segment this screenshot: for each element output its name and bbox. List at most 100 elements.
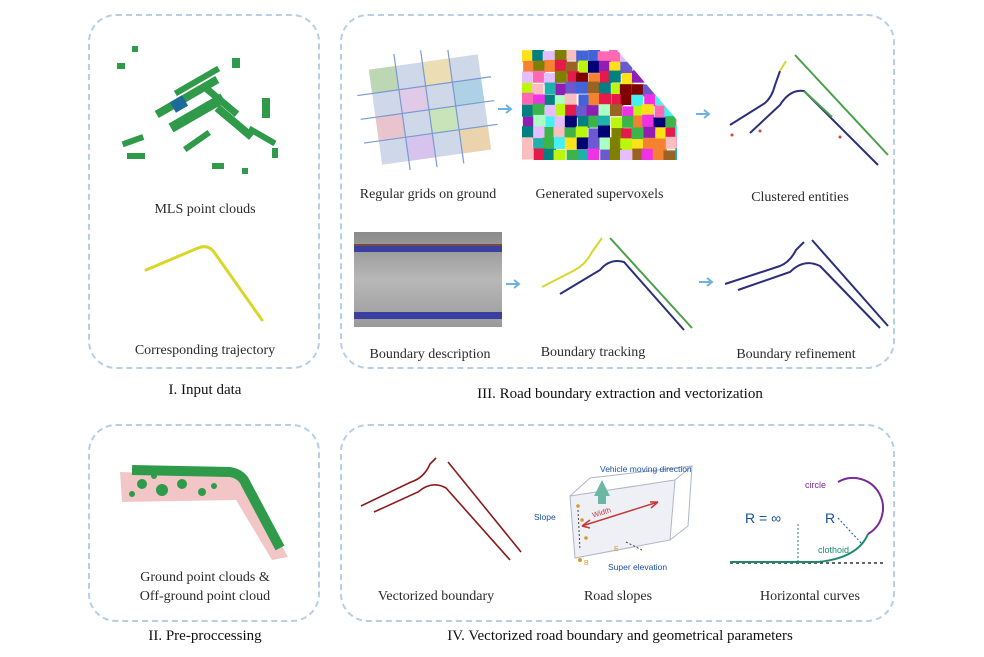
supervoxel-cell: [631, 139, 644, 152]
supervoxel-cell: [598, 60, 611, 73]
supervoxel-cell: [674, 51, 677, 64]
supervoxel-cell: [608, 50, 621, 62]
supervoxel-cell: [598, 104, 611, 117]
supervoxel-cell: [587, 138, 600, 151]
supervoxel-cell: [532, 50, 545, 62]
supervoxel-cell: [610, 117, 623, 130]
supervoxel-cell: [554, 70, 567, 83]
supervoxel-cell: [542, 137, 555, 150]
supervoxel-cell: [522, 82, 533, 95]
supervoxel-cell: [554, 50, 567, 62]
supervoxel-cell: [545, 116, 558, 129]
supervoxel-cell: [522, 116, 535, 129]
supervoxel-cell: [621, 73, 634, 86]
input-data-title: I. Input data: [168, 382, 242, 398]
supervoxel-cell: [609, 148, 622, 160]
supervoxel-cell: [644, 50, 657, 62]
supervoxel-cell: [599, 137, 612, 150]
clustered-entities-figure: [729, 54, 889, 166]
supervoxel-cell: [544, 104, 557, 117]
supervoxel-cell: [543, 148, 556, 160]
supervoxel-cell: [608, 70, 621, 83]
super-elevation-label: Super elevation: [608, 562, 668, 572]
supervoxel-cell: [664, 104, 677, 117]
vectorized-parameters-panel: [340, 424, 895, 622]
supervoxels-caption: Generated supervoxels: [535, 187, 664, 202]
regular-grids-caption: Regular grids on ground: [359, 187, 497, 202]
supervoxel-cell: [631, 84, 644, 97]
supervoxel-cell: [620, 93, 633, 106]
supervoxel-cell: [544, 59, 557, 72]
supervoxel-cell: [554, 59, 567, 72]
supervoxel-cell: [674, 92, 677, 105]
supervoxel-cell: [577, 116, 590, 129]
trajectory-caption: Corresponding trajectory: [134, 343, 276, 358]
r-label: R: [825, 510, 836, 526]
supervoxel-cell: [655, 127, 668, 140]
pre-processing-panel: [88, 424, 320, 622]
supervoxel-cell: [575, 72, 588, 85]
supervoxel-cell: [632, 148, 645, 160]
supervoxel-cell: [575, 105, 588, 118]
ground-point-clouds-figure: [120, 465, 288, 560]
supervoxel-cell: [632, 50, 645, 62]
supervoxel-cell: [622, 115, 635, 128]
supervoxel-cell: [598, 82, 611, 95]
vectorized-boundary-figure: [360, 457, 522, 561]
supervoxel-cell: [522, 71, 533, 84]
supervoxel-cell: [653, 82, 666, 95]
supervoxel-cell: [553, 149, 566, 160]
supervoxel-cell: [642, 114, 655, 127]
supervoxel-cell: [665, 50, 677, 62]
supervoxel-cell: [587, 60, 600, 73]
ground-caption-line2: Off-ground point cloud: [139, 589, 271, 604]
supervoxel-cell: [575, 81, 588, 94]
supervoxel-cell: [665, 84, 677, 97]
supervoxel-cell: [587, 81, 600, 94]
supervoxels-figure: [522, 50, 677, 160]
point-b-label: B: [584, 560, 589, 567]
supervoxel-cell: [653, 117, 666, 130]
supervoxel-cell: [522, 147, 534, 160]
supervoxel-cell: [664, 60, 677, 73]
supervoxel-cell: [631, 94, 644, 107]
supervoxel-cell: [663, 150, 676, 160]
supervoxel-cell: [543, 73, 556, 86]
arrow-icon-1: [498, 104, 513, 114]
supervoxel-cell: [533, 94, 546, 107]
boundary-description-caption: Boundary description: [369, 347, 491, 362]
supervoxel-cell: [544, 126, 557, 139]
arrow-icon-4: [699, 277, 714, 287]
supervoxel-cell: [564, 93, 577, 106]
vehicle-direction-label: Vehicle moving direction: [600, 464, 692, 474]
regular-grids-figure: [357, 50, 498, 170]
input-data-panel: [88, 14, 320, 369]
supervoxel-cell: [654, 105, 667, 118]
supervoxel-cell: [653, 71, 666, 84]
supervoxel-cell: [609, 104, 622, 117]
supervoxel-cell: [620, 149, 633, 160]
clothoid-label: clothoid: [818, 545, 850, 555]
supervoxel-cell: [578, 60, 591, 73]
vectorized-parameters-title: IV. Vectorized road boundary and geometr…: [447, 628, 793, 644]
supervoxel-cell: [665, 136, 677, 149]
mls-point-clouds-figure: [117, 46, 278, 174]
supervoxel-cell: [633, 115, 646, 128]
supervoxel-cell: [663, 70, 676, 83]
supervoxel-cell: [544, 94, 557, 107]
supervoxel-cell: [588, 128, 601, 141]
slope-label: Slope: [534, 512, 556, 522]
supervoxel-cell: [598, 125, 611, 138]
supervoxel-cell: [588, 93, 601, 106]
supervoxel-cell: [522, 92, 534, 105]
boundary-refinement-figure: [724, 239, 889, 329]
supervoxel-cell: [622, 106, 635, 119]
supervoxel-cell: [544, 82, 557, 95]
vectorized-boundary-caption: Vectorized boundary: [377, 589, 495, 604]
supervoxel-cell: [555, 83, 568, 96]
ground-caption-line1: Ground point clouds &: [140, 570, 270, 585]
boundary-extraction-title: III. Road boundary extraction and vector…: [477, 386, 763, 402]
supervoxel-cell: [564, 137, 577, 150]
supervoxel-cell: [564, 127, 577, 140]
supervoxel-cell: [676, 70, 677, 83]
